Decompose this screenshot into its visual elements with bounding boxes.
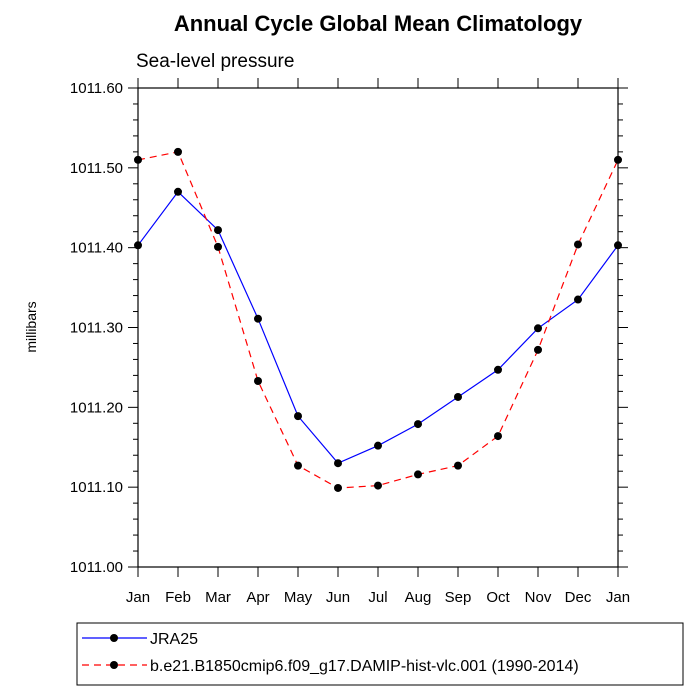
series-2-point: [214, 242, 222, 251]
series-1-point: [614, 241, 622, 250]
y-tick-label: 1011.30: [70, 320, 123, 337]
series-2-point: [254, 376, 262, 385]
x-tick-label: Nov: [525, 589, 552, 606]
x-tick-label: Oct: [486, 589, 510, 606]
series-1-point: [334, 459, 342, 468]
series-1-point: [414, 420, 422, 429]
x-tick-label: Dec: [565, 589, 592, 606]
x-tick-label: Jan: [126, 589, 150, 606]
series-2-point: [414, 470, 422, 479]
series-2-point: [454, 461, 462, 470]
series-1-point: [574, 295, 582, 304]
chart-subtitle: Sea-level pressure: [136, 51, 294, 72]
series-2-point: [174, 147, 182, 156]
axes-group: 1011.00 1011.10 1011.20 1011.30 1011.40 1011.…: [70, 78, 630, 606]
y-tick-label: 1011.10: [70, 479, 123, 496]
series-2-point: [574, 240, 582, 249]
y-tick-label: 1011.60: [70, 80, 123, 97]
series-2-point: [374, 481, 382, 490]
series-1-point: [534, 324, 542, 333]
legend-label-1: JRA25: [150, 631, 198, 648]
series-line-2: [137, 151, 619, 489]
x-tick-label: Sep: [445, 589, 472, 606]
chart-title: Annual Cycle Global Mean Climatology: [174, 11, 583, 36]
legend-marker-2: [110, 661, 118, 669]
series-1-point: [174, 187, 182, 196]
series-2-point: [534, 345, 542, 354]
series-1-point: [494, 365, 502, 374]
y-tick-label: 1011.20: [70, 399, 123, 416]
x-tick-label: Jul: [368, 589, 387, 606]
legend-label-2: b.e21.B1850cmip6.f09_g17.DAMIP-hist-vlc.…: [150, 658, 579, 675]
y-tick-label: 1011.50: [70, 160, 123, 177]
series-2-point: [294, 461, 302, 470]
series-1-point: [254, 314, 262, 323]
series-2-point: [334, 483, 342, 492]
x-tick-label: May: [284, 589, 313, 606]
x-tick-label: Jan: [606, 589, 630, 606]
legend-marker-1: [110, 634, 118, 642]
series-2-point: [494, 432, 502, 441]
x-tick-label: Apr: [246, 589, 269, 606]
series-1-point: [134, 241, 142, 250]
series-1-point: [454, 392, 462, 401]
x-tick-label: Jun: [326, 589, 350, 606]
x-tick-label: Aug: [405, 589, 432, 606]
y-axis-label: millibars: [23, 301, 39, 352]
series-2-point: [134, 155, 142, 164]
x-tick-label: Feb: [165, 589, 191, 606]
series-2-point: [614, 155, 622, 164]
legend: JRA25 b.e21.B1850cmip6.f09_g17.DAMIP-hist…: [76, 622, 684, 686]
y-tick-label: 1011.00: [70, 559, 123, 576]
series-1-point: [214, 226, 222, 235]
series-group: [134, 147, 622, 492]
x-tick-label: Mar: [205, 589, 231, 606]
y-tick-label: 1011.40: [70, 240, 123, 257]
legend-box: [76, 622, 684, 686]
series-1-point: [294, 412, 302, 421]
series-1-point: [374, 441, 382, 450]
